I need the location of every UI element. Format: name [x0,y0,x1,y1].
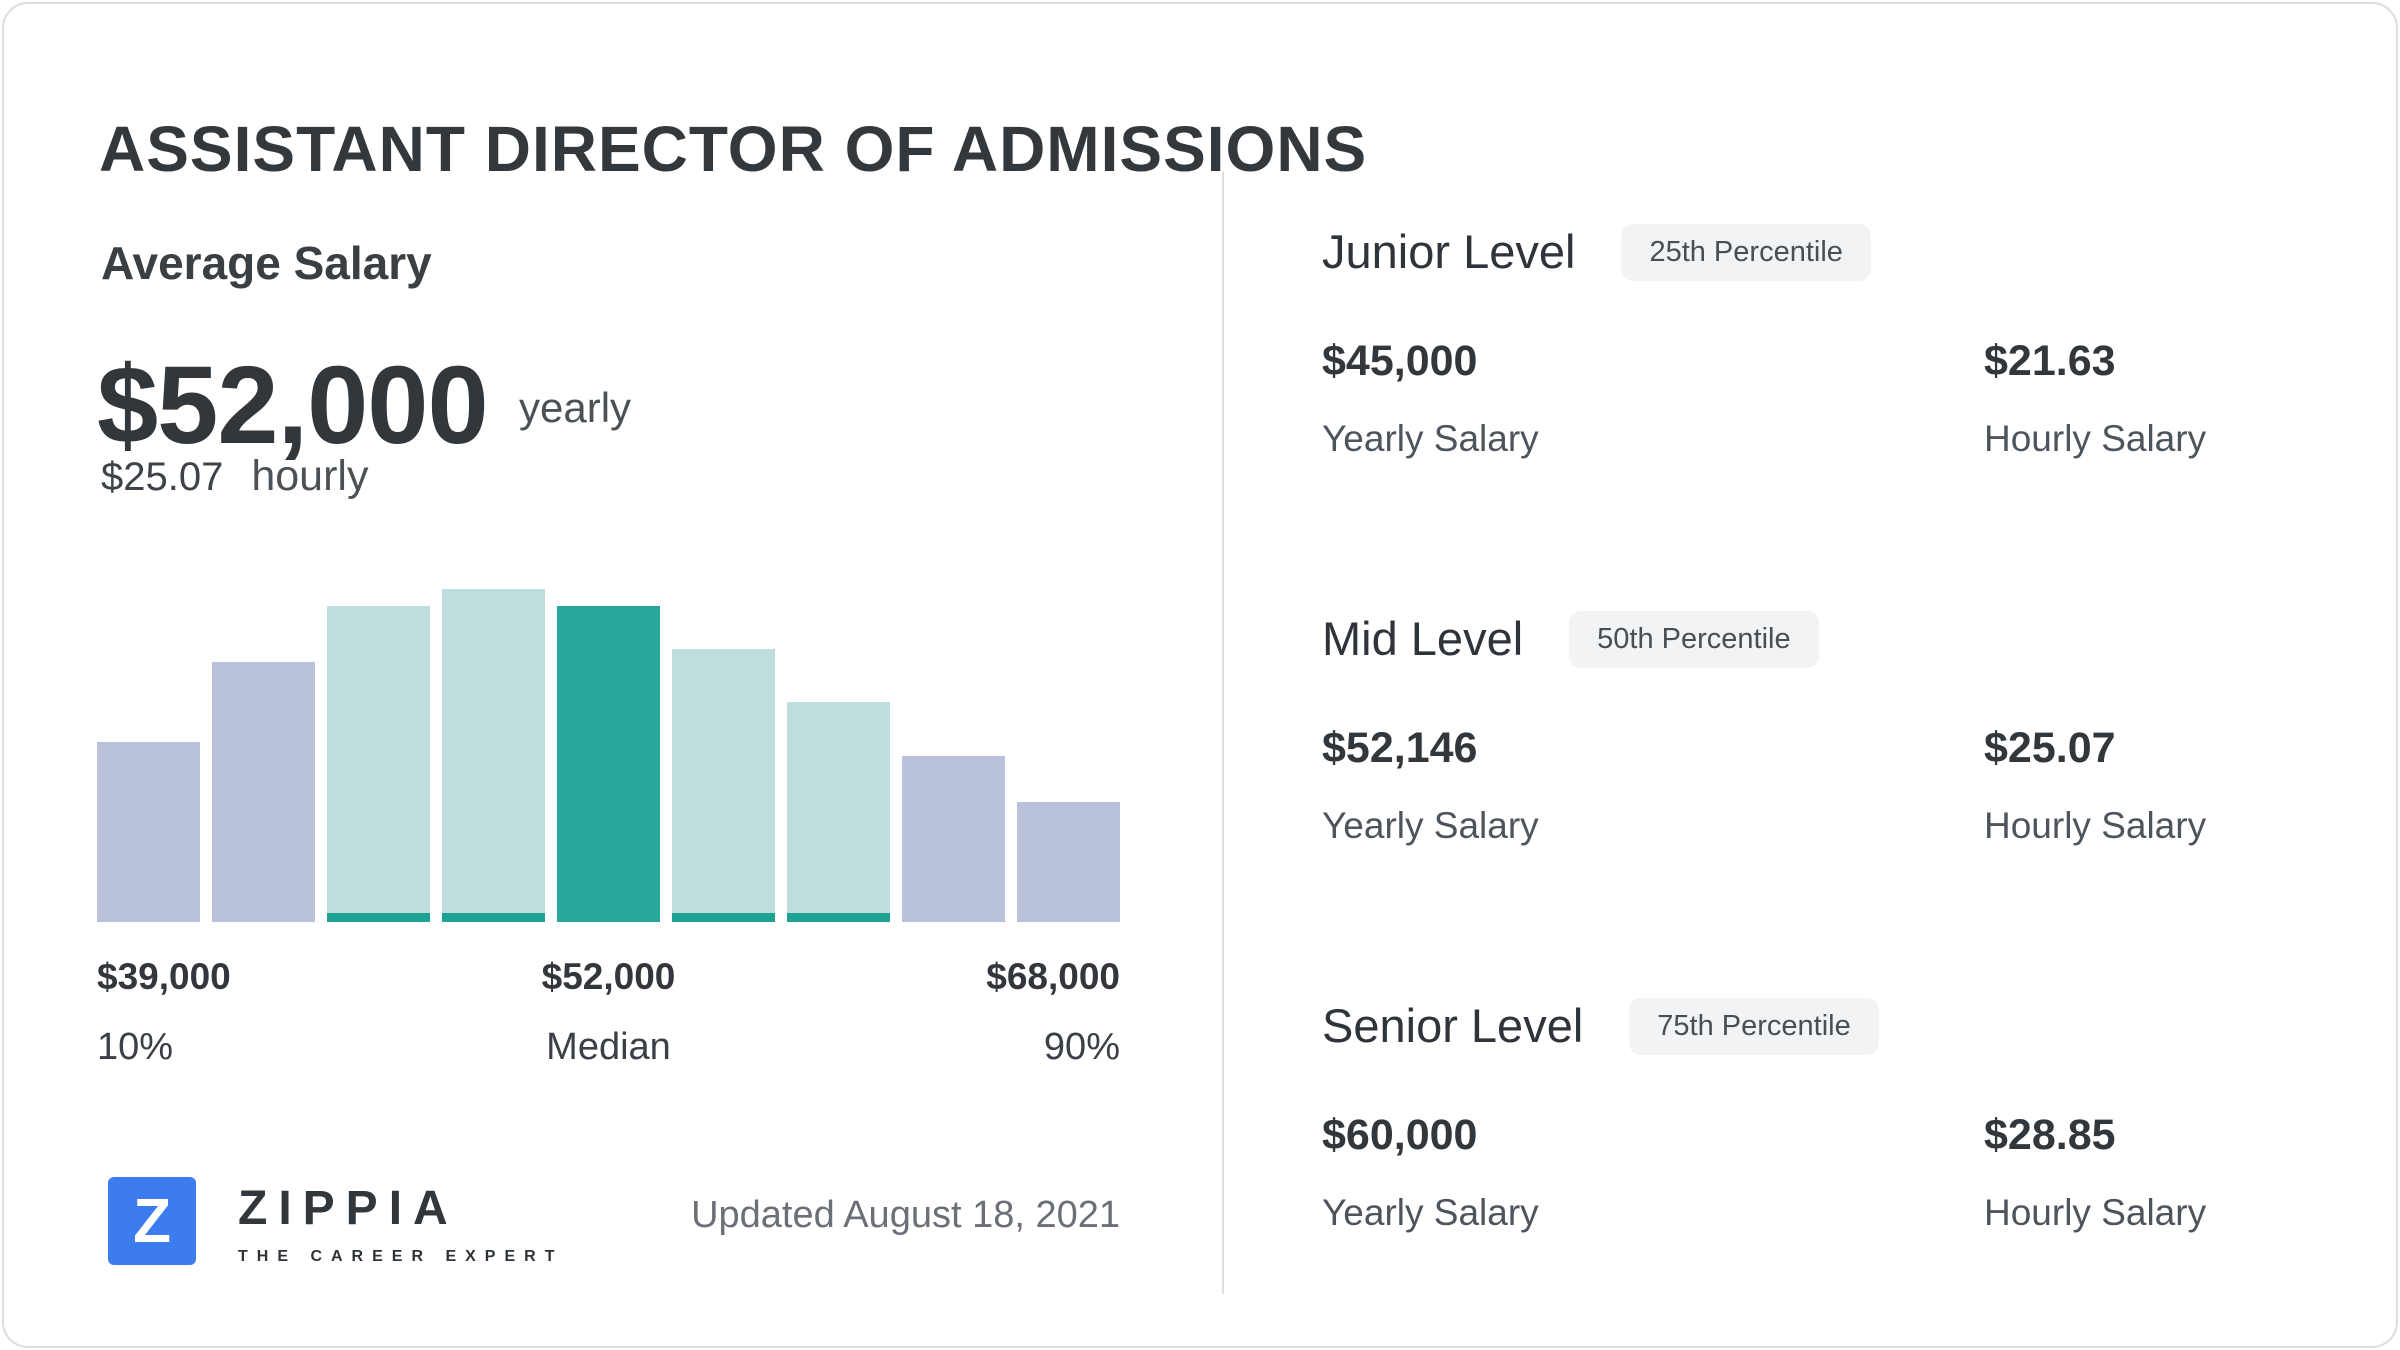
mid-hourly-col: $25.07 Hourly Salary [1984,724,2206,847]
axis-percentile-labels: 10% Median 90% [97,1026,1120,1069]
junior-percentile-badge: 25th Percentile [1621,224,1871,281]
senior-level-title: Senior Level [1322,999,1584,1053]
mid-level-title: Mid Level [1322,612,1524,666]
average-yearly-value: $52,000 [97,344,489,467]
histogram-bar [327,605,430,923]
zippia-logo-text: ZIPPIA THE CAREER EXPERT [238,1177,563,1265]
senior-percentile-badge: 75th Percentile [1629,998,1879,1055]
zippia-brand-name: ZIPPIA [238,1182,459,1235]
zippia-tagline: THE CAREER EXPERT [238,1248,564,1265]
junior-level-title: Junior Level [1322,225,1576,279]
mid-level-section: Mid Level 50th Percentile $52,146 Yearly… [1322,611,2322,847]
junior-yearly-label: Yearly Salary [1322,418,1539,459]
histogram-bar [97,742,200,922]
mid-yearly-value: $52,146 [1322,724,1478,772]
mid-percentile-badge: 50th Percentile [1569,611,1819,668]
junior-yearly-col: $45,000 Yearly Salary [1322,337,1984,460]
histogram-bar [557,605,660,922]
histogram-bar [1017,802,1120,922]
senior-level-values: $60,000 Yearly Salary $28.85 Hourly Sala… [1322,1111,2322,1234]
senior-level-header: Senior Level 75th Percentile [1322,998,2322,1055]
axis-label-10th: 10% [97,1026,174,1068]
senior-hourly-col: $28.85 Hourly Salary [1984,1111,2206,1234]
senior-yearly-col: $60,000 Yearly Salary [1322,1111,1984,1234]
average-hourly-row: $25.07 hourly [101,452,368,501]
axis-value-median: $52,000 [541,956,676,997]
zippia-logo: Z ZIPPIA THE CAREER EXPERT [108,1177,563,1265]
average-salary-label: Average Salary [101,237,432,289]
junior-level-section: Junior Level 25th Percentile $45,000 Yea… [1322,224,2322,460]
mid-yearly-label: Yearly Salary [1322,805,1539,846]
junior-hourly-col: $21.63 Hourly Salary [1984,337,2206,460]
mid-hourly-label: Hourly Salary [1984,805,2207,846]
histogram-bar [212,662,315,922]
junior-level-values: $45,000 Yearly Salary $21.63 Hourly Sala… [1322,337,2322,460]
junior-yearly-value: $45,000 [1322,337,1478,385]
junior-hourly-value: $21.63 [1984,337,2116,385]
histogram-bar [672,648,775,923]
histogram-bar [902,755,1005,922]
histogram-bar [787,702,890,922]
senior-level-section: Senior Level 75th Percentile $60,000 Yea… [1322,998,2322,1234]
senior-hourly-label: Hourly Salary [1984,1192,2207,1233]
mid-level-values: $52,146 Yearly Salary $25.07 Hourly Sala… [1322,724,2322,847]
average-yearly-unit: yearly [519,384,632,431]
axis-value-10th: $39,000 [97,956,231,997]
axis-value-90th: $68,000 [986,956,1120,997]
mid-level-header: Mid Level 50th Percentile [1322,611,2322,668]
axis-label-90th: 90% [1043,1026,1120,1068]
average-hourly-value: $25.07 [101,455,224,499]
average-hourly-unit: hourly [251,452,369,500]
junior-level-header: Junior Level 25th Percentile [1322,224,2322,281]
updated-date: Updated August 18, 2021 [691,1194,1120,1236]
axis-label-median: Median [546,1026,671,1068]
mid-yearly-col: $52,146 Yearly Salary [1322,724,1984,847]
axis-value-labels: $39,000 $52,000 $68,000 [97,956,1120,998]
senior-hourly-value: $28.85 [1984,1111,2116,1159]
page-title: ASSISTANT DIRECTOR OF ADMISSIONS [99,113,1368,185]
panel-divider [1222,172,1224,1294]
mid-hourly-value: $25.07 [1984,724,2116,772]
histogram-bar [442,589,545,922]
salary-histogram [97,589,1120,923]
senior-yearly-label: Yearly Salary [1322,1192,1539,1233]
zippia-logo-icon: Z [108,1177,196,1265]
senior-yearly-value: $60,000 [1322,1111,1478,1159]
junior-hourly-label: Hourly Salary [1984,418,2207,459]
